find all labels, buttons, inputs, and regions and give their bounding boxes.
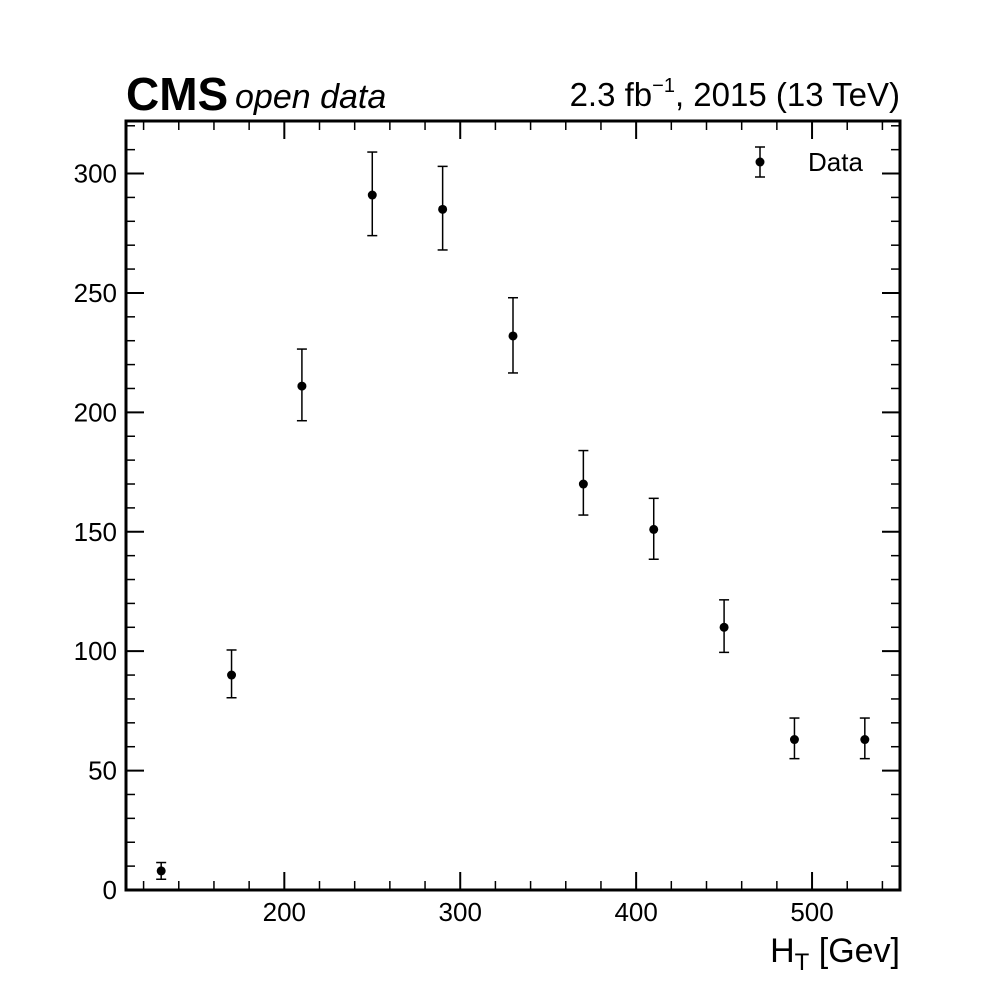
x-axis-title: HT [Gev] [770, 932, 900, 976]
x-axis-title-unit: [Gev] [809, 932, 900, 970]
run-info: , 2015 (13 TeV) [675, 76, 900, 113]
major-ticks [126, 121, 900, 891]
minor-ticks [126, 121, 900, 890]
luminosity-exponent: −1 [652, 75, 675, 97]
data-marker [508, 331, 518, 341]
data-point [156, 861, 167, 881]
data-point [789, 717, 800, 760]
y-tick-label: 50 [88, 756, 117, 786]
data-series [156, 151, 870, 881]
x-axis-title-main: H [770, 932, 795, 970]
x-tick-label: 400 [614, 897, 657, 927]
y-tick-label: 300 [74, 159, 117, 189]
data-point [508, 296, 518, 374]
experiment-sub-label: open data [235, 78, 386, 116]
y-tick-label: 0 [103, 875, 117, 905]
legend-marker [755, 157, 765, 167]
y-tick-label: 200 [74, 397, 117, 427]
data-marker [719, 622, 729, 632]
plot-frame [124, 119, 902, 892]
data-point [648, 497, 659, 560]
x-axis-title-subscript: T [795, 949, 810, 976]
x-tick-label: 500 [790, 897, 833, 927]
y-tick-label: 150 [74, 517, 117, 547]
y-tick-label: 100 [74, 636, 117, 666]
data-marker [297, 381, 307, 391]
x-tick-label: 200 [263, 897, 306, 927]
data-point [367, 151, 378, 237]
data-point [437, 165, 448, 251]
data-marker [227, 670, 237, 680]
x-tick-label: 300 [439, 897, 482, 927]
data-marker [578, 479, 588, 489]
data-marker [649, 524, 659, 534]
luminosity-label: 2.3 fb−1, 2015 (13 TeV) [570, 75, 900, 113]
legend: Data [755, 146, 863, 178]
data-marker [860, 735, 870, 745]
data-marker [438, 204, 448, 214]
data-point [578, 449, 589, 516]
tick-labels: 200 300 400 500 0 50 100 150 200 250 300 [74, 159, 834, 927]
data-point [296, 348, 307, 422]
experiment-label: CMS [126, 68, 228, 120]
y-tick-label: 250 [74, 278, 117, 308]
data-point [719, 599, 730, 654]
data-marker [789, 735, 799, 745]
data-marker [156, 866, 166, 876]
data-marker [367, 190, 377, 200]
legend-label-data: Data [808, 147, 863, 177]
data-point [859, 717, 870, 760]
data-point [226, 649, 237, 699]
luminosity-value: 2.3 fb [570, 76, 653, 113]
